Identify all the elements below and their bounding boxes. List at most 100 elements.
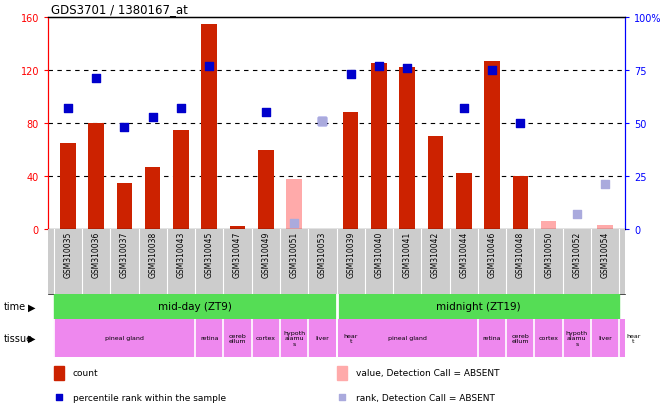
Point bbox=[147, 114, 158, 121]
Bar bbox=[506, 319, 535, 357]
Text: ▶: ▶ bbox=[28, 302, 35, 312]
Text: cereb
ellum: cereb ellum bbox=[228, 333, 246, 343]
Text: GDS3701 / 1380167_at: GDS3701 / 1380167_at bbox=[51, 3, 188, 16]
Point bbox=[572, 211, 582, 218]
Text: hear
t: hear t bbox=[343, 333, 358, 343]
Point bbox=[261, 110, 271, 116]
Text: cortex: cortex bbox=[256, 336, 276, 341]
Text: liver: liver bbox=[315, 336, 329, 341]
Bar bbox=[337, 366, 347, 380]
Bar bbox=[484, 62, 500, 230]
Bar bbox=[337, 319, 365, 357]
Bar bbox=[173, 131, 189, 230]
Bar bbox=[308, 319, 337, 357]
Bar bbox=[230, 227, 246, 230]
Point bbox=[515, 121, 525, 127]
Text: pineal gland: pineal gland bbox=[388, 336, 426, 341]
Text: retina: retina bbox=[200, 336, 218, 341]
Text: percentile rank within the sample: percentile rank within the sample bbox=[73, 393, 226, 402]
Point bbox=[63, 106, 73, 112]
Point bbox=[53, 394, 64, 401]
Bar bbox=[53, 366, 64, 380]
Bar bbox=[117, 183, 132, 230]
Bar bbox=[535, 319, 563, 357]
Point bbox=[374, 63, 384, 70]
Bar bbox=[223, 319, 251, 357]
Bar bbox=[371, 64, 387, 230]
Bar bbox=[280, 319, 308, 357]
Text: count: count bbox=[73, 368, 98, 377]
Text: GSM310045: GSM310045 bbox=[205, 231, 214, 277]
Bar bbox=[513, 177, 528, 230]
Bar bbox=[53, 294, 337, 319]
Text: GSM310046: GSM310046 bbox=[488, 231, 496, 277]
Point bbox=[91, 76, 102, 83]
Bar bbox=[337, 294, 619, 319]
Bar bbox=[145, 167, 160, 230]
Bar bbox=[258, 150, 273, 230]
Bar bbox=[597, 225, 613, 230]
Text: GSM310040: GSM310040 bbox=[374, 231, 383, 277]
Bar bbox=[619, 319, 647, 357]
Text: rank, Detection Call = ABSENT: rank, Detection Call = ABSENT bbox=[356, 393, 494, 402]
Bar bbox=[591, 319, 619, 357]
Point bbox=[176, 106, 186, 112]
Text: value, Detection Call = ABSENT: value, Detection Call = ABSENT bbox=[356, 368, 499, 377]
Text: pineal gland: pineal gland bbox=[105, 336, 144, 341]
Point bbox=[204, 63, 214, 70]
Point bbox=[345, 72, 356, 78]
Point bbox=[600, 182, 611, 188]
Bar bbox=[60, 144, 76, 230]
Point bbox=[317, 118, 327, 125]
Text: GSM310038: GSM310038 bbox=[148, 231, 157, 277]
Text: GSM310053: GSM310053 bbox=[318, 231, 327, 277]
Bar bbox=[195, 319, 223, 357]
Bar bbox=[53, 319, 195, 357]
Point bbox=[487, 67, 498, 74]
Text: mid-day (ZT9): mid-day (ZT9) bbox=[158, 302, 232, 312]
Text: ▶: ▶ bbox=[28, 333, 35, 343]
Bar bbox=[286, 179, 302, 230]
Text: cortex: cortex bbox=[539, 336, 558, 341]
Text: GSM310037: GSM310037 bbox=[120, 231, 129, 277]
Text: GSM310039: GSM310039 bbox=[346, 231, 355, 277]
Bar bbox=[343, 113, 358, 230]
Bar bbox=[337, 319, 478, 357]
Point bbox=[337, 394, 347, 401]
Point bbox=[459, 106, 469, 112]
Text: GSM310050: GSM310050 bbox=[544, 231, 553, 277]
Text: GSM310048: GSM310048 bbox=[516, 231, 525, 277]
Text: retina: retina bbox=[483, 336, 502, 341]
Text: GSM310052: GSM310052 bbox=[572, 231, 581, 277]
Text: GSM310047: GSM310047 bbox=[233, 231, 242, 277]
Text: GSM310042: GSM310042 bbox=[431, 231, 440, 277]
Point bbox=[402, 65, 412, 72]
Point bbox=[289, 220, 300, 226]
Bar bbox=[428, 137, 444, 230]
Bar bbox=[456, 174, 471, 230]
Point bbox=[317, 118, 327, 125]
Text: GSM310044: GSM310044 bbox=[459, 231, 469, 277]
Bar bbox=[399, 68, 415, 230]
Bar bbox=[563, 319, 591, 357]
Text: GSM310049: GSM310049 bbox=[261, 231, 271, 277]
Text: hypoth
alamu
s: hypoth alamu s bbox=[566, 330, 588, 346]
Text: time: time bbox=[3, 302, 26, 312]
Bar bbox=[478, 319, 506, 357]
Bar bbox=[541, 221, 556, 230]
Text: GSM310043: GSM310043 bbox=[176, 231, 185, 277]
Text: cereb
ellum: cereb ellum bbox=[512, 333, 529, 343]
Bar bbox=[88, 124, 104, 230]
Text: liver: liver bbox=[599, 336, 612, 341]
Text: GSM310054: GSM310054 bbox=[601, 231, 610, 277]
Text: GSM310036: GSM310036 bbox=[92, 231, 100, 277]
Text: midnight (ZT19): midnight (ZT19) bbox=[436, 302, 520, 312]
Text: GSM310035: GSM310035 bbox=[63, 231, 73, 277]
Text: hear
t: hear t bbox=[626, 333, 641, 343]
Text: hypoth
alamu
s: hypoth alamu s bbox=[283, 330, 305, 346]
Bar bbox=[201, 24, 217, 230]
Text: GSM310051: GSM310051 bbox=[290, 231, 298, 277]
Bar bbox=[251, 319, 280, 357]
Point bbox=[119, 125, 129, 131]
Text: tissue: tissue bbox=[3, 333, 32, 343]
